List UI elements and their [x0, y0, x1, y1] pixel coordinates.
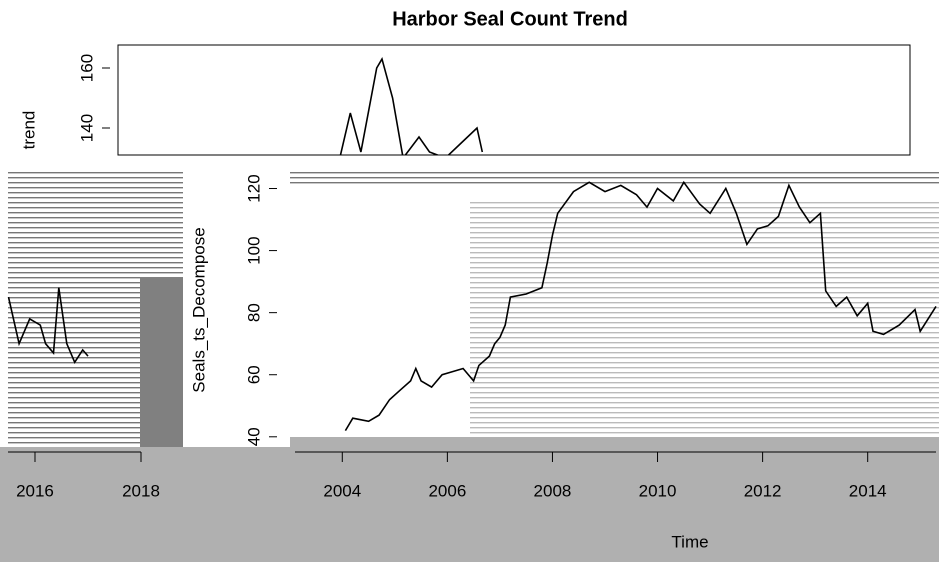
y-tick-label: 120	[244, 174, 263, 202]
glitch-block	[183, 170, 290, 447]
y-tick-label: 140	[77, 114, 96, 142]
x-tick-label: 2006	[428, 481, 466, 500]
chart-title: Harbor Seal Count Trend	[392, 8, 628, 30]
y-tick-label: 60	[244, 365, 263, 384]
x-tick-label: 2010	[639, 481, 677, 500]
x-tick-label: 2016	[16, 481, 54, 500]
plot-area	[290, 185, 470, 435]
data-line	[7, 287, 89, 365]
x-tick-label: 2008	[534, 481, 572, 500]
glitch-area	[290, 170, 939, 185]
x-tick-label: 2018	[122, 481, 160, 500]
top-panel	[117, 44, 911, 156]
x-tick-label: 2004	[323, 481, 361, 500]
x-tick-label: 2012	[744, 481, 782, 500]
y-tick-label: 80	[244, 303, 263, 322]
glitch-area	[470, 200, 939, 440]
y-tick-label: 160	[77, 54, 96, 82]
data-line	[339, 56, 484, 155]
y-axis-label: trend	[19, 111, 38, 150]
y-tick-label: 40	[244, 427, 263, 446]
y-axis-label: Seals_ts_Decompose	[189, 227, 208, 392]
glitch-block	[140, 277, 183, 447]
top-plot	[339, 56, 484, 155]
y-tick-label: 100	[244, 236, 263, 264]
x-tick-label: 2014	[849, 481, 887, 500]
x-axis-label: Time	[671, 532, 708, 551]
data-line	[344, 180, 937, 432]
glitch-block	[290, 437, 939, 447]
background-band	[0, 447, 939, 562]
